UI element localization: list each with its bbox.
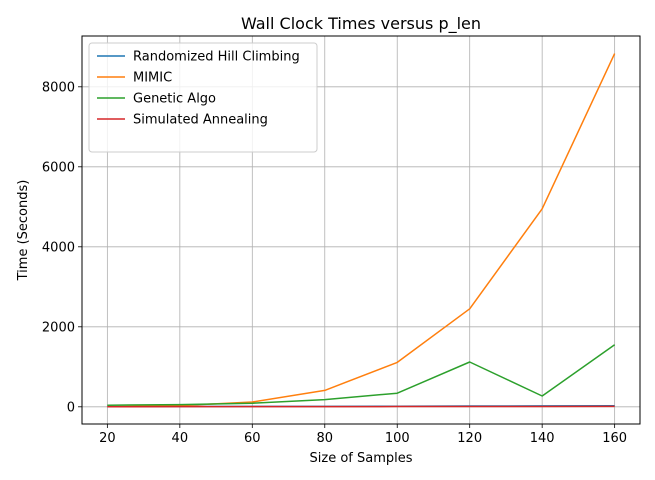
legend-entry: MIMIC — [133, 71, 172, 86]
series-lines — [107, 53, 616, 408]
axis-ticks: 20 40 60 80 100 120 140 160 0 2000 4000 6000 8000 — [42, 80, 627, 446]
plot-frame — [81, 35, 641, 425]
x-tick-label: 20 — [99, 431, 116, 446]
x-axis-label: Size of Samples — [310, 451, 413, 466]
legend-entry: Genetic Algo — [133, 92, 216, 107]
y-tick-label: 6000 — [42, 160, 75, 175]
y-tick-label: 8000 — [42, 80, 75, 95]
chart-title: Wall Clock Times versus p_len — [241, 14, 481, 34]
y-axis-label: Time (Seconds) — [16, 180, 31, 282]
x-tick-label: 160 — [602, 431, 627, 446]
y-tick-label: 4000 — [42, 240, 75, 255]
legend-entry: Simulated Annealing — [133, 113, 268, 128]
y-tick-label: 0 — [67, 400, 75, 415]
x-tick-label: 80 — [316, 431, 333, 446]
legend-box — [88, 42, 318, 153]
x-tick-label: 140 — [530, 431, 555, 446]
x-tick-label: 40 — [172, 431, 189, 446]
series-line-genetic-algo — [107, 344, 616, 406]
y-tick-label: 2000 — [42, 320, 75, 335]
x-tick-label: 100 — [385, 431, 410, 446]
legend-entry: Randomized Hill Climbing — [133, 50, 300, 65]
x-tick-label: 120 — [457, 431, 482, 446]
x-tick-label: 60 — [244, 431, 261, 446]
legend: Randomized Hill Climbing MIMIC Genetic Alg… — [88, 42, 318, 153]
